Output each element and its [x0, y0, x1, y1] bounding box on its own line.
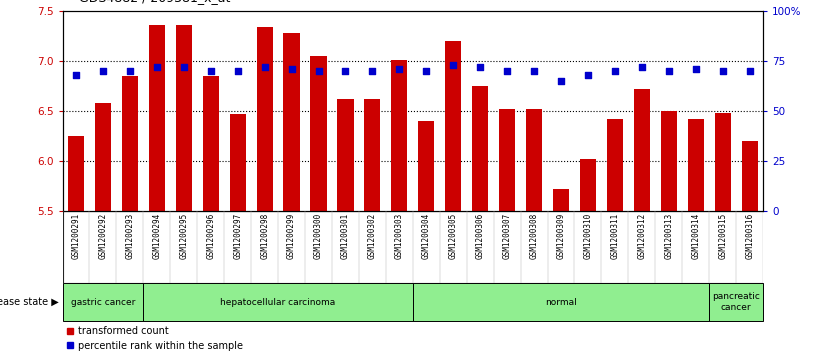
Point: [716, 68, 730, 74]
Text: hepatocellular carcinoma: hepatocellular carcinoma: [220, 298, 336, 307]
Bar: [122, 76, 138, 211]
Point: [258, 64, 271, 70]
Point: [312, 68, 325, 74]
Point: [231, 68, 244, 74]
Text: GSM1200294: GSM1200294: [153, 213, 161, 259]
Text: GSM1200292: GSM1200292: [98, 213, 108, 259]
Bar: [580, 159, 596, 211]
Point: [393, 66, 406, 72]
Bar: [391, 60, 408, 211]
Bar: [284, 33, 299, 211]
Text: GSM1200298: GSM1200298: [260, 213, 269, 259]
Bar: [338, 99, 354, 211]
Bar: [95, 103, 111, 211]
Text: GSM1200309: GSM1200309: [556, 213, 565, 259]
Text: GSM1200312: GSM1200312: [637, 213, 646, 259]
Bar: [715, 113, 731, 211]
Text: GSM1200313: GSM1200313: [665, 213, 673, 259]
Point: [500, 68, 514, 74]
Point: [555, 78, 568, 83]
Text: GSM1200303: GSM1200303: [394, 213, 404, 259]
Bar: [63, 211, 763, 283]
Text: GSM1200301: GSM1200301: [341, 213, 350, 259]
Bar: [148, 25, 165, 211]
Bar: [68, 136, 84, 211]
Text: GSM1200311: GSM1200311: [610, 213, 620, 259]
Text: GSM1200299: GSM1200299: [287, 213, 296, 259]
Text: pancreatic
cancer: pancreatic cancer: [712, 293, 760, 312]
Text: GSM1200302: GSM1200302: [368, 213, 377, 259]
Bar: [63, 283, 143, 321]
Text: GSM1200314: GSM1200314: [691, 213, 701, 259]
Text: GSM1200297: GSM1200297: [234, 213, 242, 259]
Bar: [553, 189, 569, 211]
Text: GSM1200315: GSM1200315: [718, 213, 727, 259]
Bar: [176, 25, 192, 211]
Bar: [418, 121, 435, 211]
Text: GSM1200308: GSM1200308: [530, 213, 539, 259]
Text: GSM1200305: GSM1200305: [449, 213, 458, 259]
Point: [420, 68, 433, 74]
Text: GSM1200293: GSM1200293: [125, 213, 134, 259]
Text: GSM1200291: GSM1200291: [72, 213, 81, 259]
Point: [581, 72, 595, 78]
Bar: [688, 119, 704, 211]
Point: [204, 68, 218, 74]
Bar: [203, 76, 219, 211]
Point: [366, 68, 379, 74]
Text: GSM1200296: GSM1200296: [206, 213, 215, 259]
Bar: [257, 27, 273, 211]
Bar: [229, 114, 246, 211]
Text: GSM1200307: GSM1200307: [503, 213, 511, 259]
Point: [608, 68, 621, 74]
Bar: [499, 109, 515, 211]
Bar: [310, 56, 327, 211]
Point: [446, 62, 460, 68]
Text: GDS4882 / 209381_x_at: GDS4882 / 209381_x_at: [79, 0, 231, 4]
Text: disease state ▶: disease state ▶: [0, 297, 58, 307]
Point: [285, 66, 299, 72]
Bar: [445, 41, 461, 211]
Point: [689, 66, 702, 72]
Text: GSM1200310: GSM1200310: [584, 213, 592, 259]
Bar: [607, 119, 623, 211]
Point: [96, 68, 109, 74]
Text: normal: normal: [545, 298, 577, 307]
Text: GSM1200300: GSM1200300: [314, 213, 323, 259]
Point: [69, 72, 83, 78]
Bar: [634, 89, 650, 211]
Point: [339, 68, 352, 74]
Text: gastric cancer: gastric cancer: [71, 298, 135, 307]
Point: [177, 64, 190, 70]
Bar: [526, 109, 542, 211]
Bar: [143, 283, 413, 321]
Bar: [364, 99, 380, 211]
Point: [743, 68, 756, 74]
Point: [662, 68, 676, 74]
Text: GSM1200295: GSM1200295: [179, 213, 188, 259]
Bar: [709, 283, 763, 321]
Legend: transformed count, percentile rank within the sample: transformed count, percentile rank withi…: [68, 326, 243, 351]
Bar: [413, 283, 709, 321]
Point: [150, 64, 163, 70]
Point: [123, 68, 137, 74]
Text: GSM1200316: GSM1200316: [745, 213, 754, 259]
Point: [474, 64, 487, 70]
Bar: [472, 86, 488, 211]
Text: GSM1200304: GSM1200304: [422, 213, 431, 259]
Bar: [741, 140, 758, 211]
Bar: [661, 111, 677, 211]
Text: GSM1200306: GSM1200306: [475, 213, 485, 259]
Point: [636, 64, 649, 70]
Point: [527, 68, 540, 74]
